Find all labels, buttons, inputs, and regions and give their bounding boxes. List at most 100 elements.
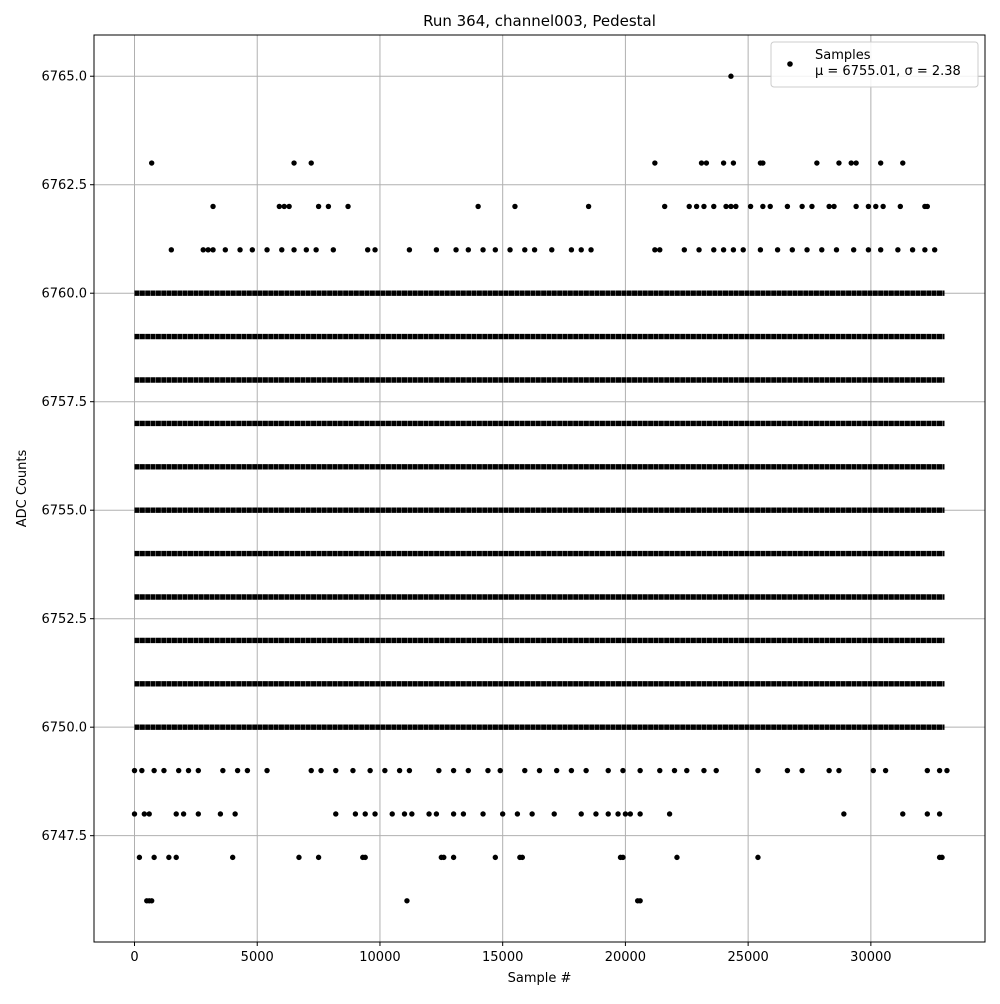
- sample-point: [148, 160, 155, 166]
- sample-point: [711, 203, 717, 210]
- sample-point: [229, 854, 236, 861]
- sample-point: [740, 247, 746, 253]
- sample-point: [922, 247, 928, 253]
- sample-point: [728, 203, 734, 210]
- sample-point: [836, 160, 842, 166]
- sample-point: [767, 203, 773, 210]
- sample-point: [936, 811, 943, 817]
- sample-point: [605, 767, 611, 774]
- sample-point: [433, 811, 440, 817]
- sample-point: [701, 203, 707, 210]
- sample-point: [826, 767, 832, 774]
- sample-point: [853, 203, 859, 210]
- sample-point: [185, 767, 192, 774]
- legend-marker: [787, 61, 793, 67]
- sample-point: [200, 247, 206, 253]
- y-tick-label: 6760.0: [42, 287, 88, 302]
- sample-point: [406, 767, 413, 774]
- x-tick-label: 5000: [241, 950, 274, 965]
- sample-point: [713, 767, 719, 774]
- sample-point: [131, 811, 138, 817]
- x-tick-label: 25000: [727, 950, 768, 965]
- sample-point: [450, 811, 457, 817]
- sample-point: [536, 767, 543, 774]
- sample-point: [364, 247, 371, 253]
- sample-point: [784, 767, 791, 774]
- sample-point: [210, 247, 216, 253]
- sample-point: [372, 247, 378, 253]
- sample-point: [605, 811, 611, 817]
- sample-point: [730, 160, 737, 166]
- sample-point: [900, 811, 906, 817]
- sample-point: [453, 247, 459, 253]
- y-tick-label: 6750.0: [42, 721, 88, 736]
- sample-point: [578, 247, 584, 253]
- x-tick-label: 20000: [605, 950, 646, 965]
- sample-point: [404, 898, 410, 904]
- sample-point: [841, 811, 847, 817]
- sample-point: [249, 247, 256, 253]
- sample-point: [760, 203, 766, 210]
- sample-point: [406, 247, 413, 253]
- sample-point: [279, 247, 285, 253]
- sample-point: [173, 811, 179, 817]
- chart-title: Run 364, channel003, Pedestal: [423, 12, 656, 30]
- sample-point: [593, 811, 599, 817]
- sample-point: [146, 811, 152, 817]
- sample-point: [936, 767, 943, 774]
- sample-point: [367, 767, 373, 774]
- sample-point: [652, 247, 658, 253]
- sample-point: [345, 203, 351, 210]
- sample-point: [578, 811, 584, 817]
- legend-box: [770, 41, 979, 88]
- sample-point: [652, 160, 658, 166]
- sample-point: [362, 811, 368, 817]
- legend: Samples μ = 6755.01, σ = 2.38: [770, 41, 979, 88]
- sample-point: [401, 811, 408, 817]
- y-tick-label: 6762.5: [42, 178, 88, 193]
- sample-point: [701, 767, 707, 774]
- sample-point: [585, 203, 592, 210]
- sample-point: [657, 247, 663, 253]
- y-tick-label: 6755.0: [42, 504, 88, 519]
- axis-ticks: 0 5000 10000 15000 20000 25000 30000 6747.5 6750…: [42, 70, 892, 965]
- sample-point: [475, 203, 481, 210]
- sample-point: [877, 247, 884, 253]
- sample-point: [264, 247, 270, 253]
- sample-point: [522, 247, 528, 253]
- sample-point: [657, 767, 663, 774]
- sample-point: [161, 767, 167, 774]
- sample-point: [237, 247, 243, 253]
- sample-point: [909, 247, 916, 253]
- sample-point: [720, 160, 727, 166]
- sample-point: [900, 160, 906, 166]
- sample-point: [620, 854, 626, 861]
- sample-point: [833, 247, 840, 253]
- sample-point: [441, 854, 447, 861]
- sample-point: [588, 247, 594, 253]
- sample-point: [774, 247, 781, 253]
- sample-point: [703, 160, 710, 166]
- sample-point: [507, 247, 513, 253]
- sample-point: [814, 160, 820, 166]
- sample-point: [409, 811, 415, 817]
- sample-point: [804, 247, 810, 253]
- sample-point: [620, 767, 626, 774]
- y-axis-label: ADC Counts: [15, 450, 30, 528]
- sample-point: [296, 854, 302, 861]
- sample-point: [426, 811, 432, 817]
- sample-point: [553, 767, 560, 774]
- sample-point: [151, 854, 157, 861]
- sample-point: [286, 203, 292, 210]
- legend-stats: μ = 6755.01, σ = 2.38: [815, 64, 961, 79]
- sample-point: [350, 767, 356, 774]
- sample-point: [747, 203, 754, 210]
- sample-point: [637, 811, 643, 817]
- sample-point: [465, 247, 472, 253]
- sample-point: [684, 767, 690, 774]
- sample-point: [519, 854, 526, 861]
- sample-point: [568, 247, 575, 253]
- sample-point: [168, 247, 175, 253]
- sample-point: [276, 203, 283, 210]
- sample-point: [291, 247, 297, 253]
